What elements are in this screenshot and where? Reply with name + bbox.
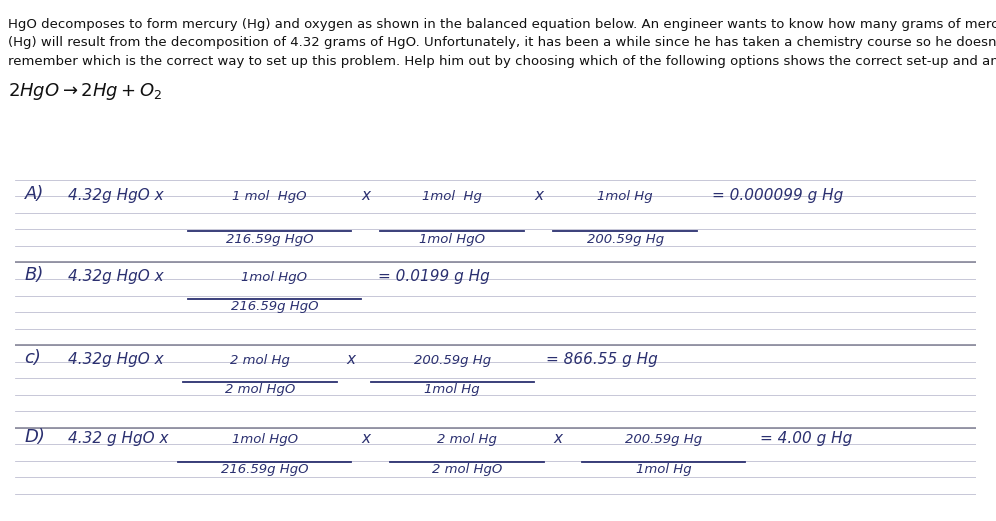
Text: 2 mol HgO: 2 mol HgO [225, 383, 295, 396]
Text: = 0.000099 g Hg: = 0.000099 g Hg [712, 188, 843, 203]
Text: x: x [362, 431, 371, 446]
Text: x: x [347, 352, 356, 367]
Text: x: x [362, 188, 371, 203]
Text: = 866.55 g Hg: = 866.55 g Hg [547, 352, 658, 367]
Text: 1mol HgO: 1mol HgO [419, 233, 485, 246]
Text: remember which is the correct way to set up this problem. Help him out by choosi: remember which is the correct way to set… [8, 55, 996, 68]
Text: B): B) [25, 266, 44, 284]
Text: 4.32g HgO x: 4.32g HgO x [68, 188, 163, 203]
Text: c): c) [25, 349, 42, 367]
Text: = 0.0199 g Hg: = 0.0199 g Hg [378, 269, 490, 284]
Text: 1mol Hg: 1mol Hg [598, 190, 653, 203]
Text: D): D) [25, 428, 46, 446]
Text: 200.59g Hg: 200.59g Hg [413, 354, 491, 367]
Text: 216.59g HgO: 216.59g HgO [221, 463, 309, 476]
Text: 2 mol Hg: 2 mol Hg [436, 433, 497, 446]
Text: x: x [554, 431, 563, 446]
Text: 2 mol HgO: 2 mol HgO [431, 463, 502, 476]
Text: x: x [534, 188, 543, 203]
Text: 4.32 g HgO x: 4.32 g HgO x [68, 431, 168, 446]
Text: 4.32g HgO x: 4.32g HgO x [68, 269, 163, 284]
Text: HgO decomposes to form mercury (Hg) and oxygen as shown in the balanced equation: HgO decomposes to form mercury (Hg) and … [8, 18, 996, 31]
Text: (Hg) will result from the decomposition of 4.32 grams of HgO. Unfortunately, it : (Hg) will result from the decomposition … [8, 36, 996, 49]
Text: 1mol HgO: 1mol HgO [241, 271, 308, 284]
Text: 4.32g HgO x: 4.32g HgO x [68, 352, 163, 367]
Text: 216.59g HgO: 216.59g HgO [231, 301, 318, 314]
Text: 1mol Hg: 1mol Hg [635, 463, 691, 476]
Text: 1mol Hg: 1mol Hg [424, 383, 480, 396]
Text: = 4.00 g Hg: = 4.00 g Hg [760, 431, 852, 446]
Text: $2HgO \rightarrow 2Hg + O_2$: $2HgO \rightarrow 2Hg + O_2$ [8, 81, 162, 102]
Text: 1mol HgO: 1mol HgO [232, 433, 298, 446]
Text: 1 mol  HgO: 1 mol HgO [232, 190, 307, 203]
Text: 200.59g Hg: 200.59g Hg [587, 233, 663, 246]
Text: 200.59g Hg: 200.59g Hg [625, 433, 702, 446]
Text: A): A) [25, 185, 44, 203]
Text: 2 mol Hg: 2 mol Hg [230, 354, 290, 367]
Text: 216.59g HgO: 216.59g HgO [226, 233, 314, 246]
Text: 1mol  Hg: 1mol Hg [422, 190, 482, 203]
